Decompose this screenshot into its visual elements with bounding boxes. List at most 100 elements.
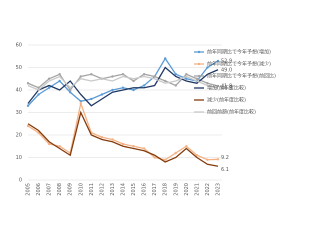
point	[121, 86, 125, 89]
point	[58, 79, 61, 83]
point	[174, 73, 177, 76]
point	[174, 84, 177, 87]
point	[58, 145, 61, 148]
x-tick-label: 2020	[184, 183, 190, 196]
y-tick-label: 50	[16, 65, 22, 71]
value-label: 41.8	[221, 83, 232, 89]
value-label: 49.0	[221, 67, 232, 73]
point	[121, 73, 125, 76]
point	[132, 145, 135, 148]
x-tick-label: 2017	[152, 183, 158, 196]
point	[69, 91, 72, 94]
point	[111, 138, 114, 141]
y-tick-label: 60	[16, 43, 22, 49]
value-label: 9.2	[221, 155, 229, 161]
point	[142, 147, 146, 150]
point	[79, 100, 82, 103]
x-tick-label: 2007	[47, 183, 53, 196]
legend-marker	[197, 74, 201, 78]
point	[79, 102, 82, 105]
legend-label: 前回前額(前年度比較)	[207, 109, 256, 116]
point	[206, 66, 209, 69]
point	[216, 84, 220, 88]
point	[37, 93, 40, 96]
x-tick-label: 2006	[36, 183, 42, 196]
point	[47, 86, 51, 89]
point	[47, 142, 51, 146]
point	[90, 97, 93, 101]
point	[26, 82, 30, 85]
value-label: 40.9	[221, 85, 232, 91]
x-tick-label: 2010	[78, 183, 84, 196]
value-label: 6.1	[221, 167, 229, 173]
series-line	[27, 110, 219, 167]
point	[132, 88, 135, 92]
point	[174, 151, 177, 155]
point	[195, 77, 199, 80]
point	[142, 84, 146, 87]
point	[153, 75, 156, 78]
point	[100, 136, 104, 139]
point	[185, 145, 188, 148]
grid: 0 10 20 30 40 50 60 2005 2006 2007 2008 2009 2010 201…	[16, 43, 222, 196]
legend-marker	[197, 62, 201, 66]
legend-label: 前年同期比で今年予想(増加)	[207, 49, 271, 56]
y-tick-label: 40	[16, 88, 22, 94]
point	[111, 75, 114, 78]
x-tick-label: 2005	[26, 183, 32, 196]
y-tick-label: 30	[16, 110, 22, 116]
point	[121, 142, 125, 146]
series-line	[27, 66, 219, 107]
point	[26, 104, 30, 107]
x-tick-label: 2023	[216, 183, 222, 196]
point	[206, 158, 209, 161]
point	[79, 75, 82, 78]
point	[206, 82, 209, 85]
point	[111, 88, 114, 92]
lines: 52.9 9.2 41.8 49.0 6.1 40.9	[26, 57, 232, 173]
point	[69, 88, 72, 92]
legend-label: 前年同期比で今年予想(前回比)	[207, 73, 276, 80]
point	[26, 124, 30, 128]
x-tick-label: 2016	[142, 183, 148, 196]
point	[37, 131, 40, 134]
point	[90, 73, 93, 76]
x-tick-label: 2015	[131, 183, 137, 196]
y-tick-label: 0	[19, 178, 22, 184]
point	[216, 158, 220, 161]
point	[58, 73, 61, 76]
series-line	[27, 75, 219, 91]
x-tick-label: 2019	[173, 183, 179, 196]
x-tick-label: 2012	[99, 183, 105, 196]
point	[185, 73, 188, 76]
value-label: 52.9	[221, 58, 232, 64]
x-tick-label: 2013	[110, 183, 116, 196]
legend-label: 増加(前年度比較)	[207, 85, 246, 92]
x-tick-label: 2018	[163, 183, 169, 196]
x-tick-label: 2022	[205, 183, 211, 196]
point	[100, 93, 104, 96]
point	[164, 79, 167, 83]
y-tick-label: 10	[16, 155, 22, 161]
point	[37, 86, 40, 89]
point	[47, 77, 51, 80]
point	[164, 158, 167, 161]
point	[164, 57, 167, 60]
x-tick-label: 2021	[194, 183, 200, 196]
x-tick-label: 2008	[57, 183, 63, 196]
legend-marker	[197, 50, 201, 54]
point	[142, 73, 146, 76]
legend-label: 前年同期比で今年予想(減少)	[207, 61, 271, 68]
y-tick-label: 20	[16, 133, 22, 139]
point	[153, 156, 156, 159]
x-tick-label: 2014	[121, 183, 127, 196]
legend: 前年同期比で今年予想(増加) 前年同期比で今年予想(減少) 前年同期比で今年予想(前…	[194, 49, 276, 116]
point	[216, 59, 220, 63]
point	[185, 77, 188, 80]
x-tick-label: 2011	[89, 183, 95, 196]
chart: 0 10 20 30 40 50 60 2005 2006 2007 2008 2009 2010 201…	[16, 43, 276, 196]
point	[132, 79, 135, 83]
point	[195, 154, 199, 157]
x-tick-label: 2009	[68, 183, 74, 196]
legend-label: 減少(前年度比較)	[207, 97, 246, 104]
